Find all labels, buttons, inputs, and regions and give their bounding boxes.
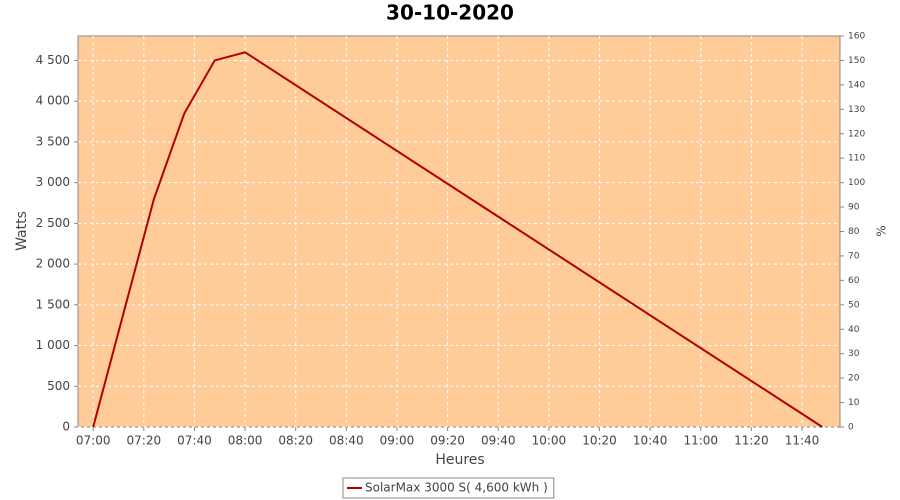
y-tick-label: 2 500 <box>36 216 70 230</box>
x-tick-label: 10:40 <box>633 434 668 448</box>
x-tick-label: 07:20 <box>127 434 162 448</box>
x-axis-label: Heures <box>435 452 484 468</box>
x-tick-label: 09:40 <box>481 434 516 448</box>
y2-tick-label: 60 <box>848 276 860 286</box>
x-tick-label: 11:40 <box>785 434 820 448</box>
y-tick-label: 4 000 <box>36 94 70 108</box>
x-tick-label: 10:00 <box>532 434 567 448</box>
x-tick-label: 09:20 <box>430 434 465 448</box>
x-tick-label: 10:20 <box>582 434 617 448</box>
y-tick-label: 1 000 <box>36 338 70 352</box>
y2-tick-label: 30 <box>848 349 860 359</box>
y-tick-label: 500 <box>47 379 70 393</box>
y2-tick-label: 160 <box>848 32 865 42</box>
y2-tick-label: 120 <box>848 129 865 139</box>
y-tick-label: 4 500 <box>36 53 70 67</box>
plot-area <box>77 35 841 428</box>
y2-tick-label: 140 <box>848 80 865 90</box>
x-tick-label: 11:00 <box>683 434 718 448</box>
y2-axis-label: % <box>875 225 889 236</box>
y2-tick-label: 130 <box>848 105 865 115</box>
x-tick-label: 07:00 <box>76 434 111 448</box>
y2-tick-label: 20 <box>848 374 860 384</box>
y2-tick-label: 70 <box>848 251 860 261</box>
data-line <box>92 51 823 428</box>
x-tick-label: 07:40 <box>177 434 212 448</box>
legend: SolarMax 3000 S( 4,600 kWh ) <box>342 477 555 499</box>
y2-tick-label: 110 <box>848 154 865 164</box>
x-tick-label: 08:40 <box>329 434 364 448</box>
y2-tick-label: 100 <box>848 178 865 188</box>
x-tick-label: 08:20 <box>278 434 313 448</box>
chart-title: 30-10-2020 <box>386 1 514 25</box>
legend-label: SolarMax 3000 S( 4,600 kWh ) <box>365 481 548 495</box>
y2-tick-label: 10 <box>848 398 860 408</box>
y2-tick-label: 90 <box>848 203 860 213</box>
y2-tick-label: 50 <box>848 300 860 310</box>
y-tick-label: 1 500 <box>36 297 70 311</box>
x-tick-label: 09:00 <box>380 434 415 448</box>
y2-tick-label: 80 <box>848 227 860 237</box>
x-tick-label: 11:20 <box>734 434 769 448</box>
y-tick-label: 2 000 <box>36 257 70 271</box>
y2-tick-label: 150 <box>848 56 865 66</box>
y-tick-label: 0 <box>62 420 70 434</box>
legend-box <box>342 477 555 499</box>
y-tick-label: 3 000 <box>36 175 70 189</box>
x-tick-label: 08:00 <box>228 434 263 448</box>
y2-tick-label: 0 <box>848 423 854 433</box>
y2-tick-label: 40 <box>848 325 860 335</box>
y-tick-label: 3 500 <box>36 134 70 148</box>
y-axis-label: Watts <box>14 211 30 251</box>
